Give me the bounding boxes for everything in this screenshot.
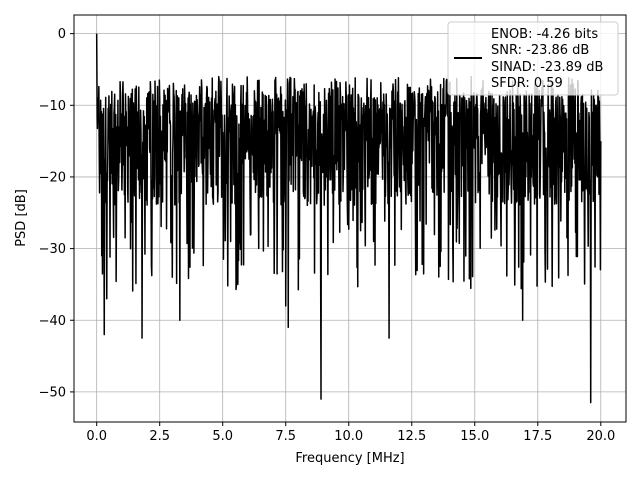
legend-box bbox=[447, 21, 619, 96]
series-layer bbox=[95, 33, 602, 404]
x-axis-ticks: 0.0 2.5 5.0 7.5 10.0 12.5 15.0 17.5 20.0 bbox=[86, 422, 615, 444]
y-tick-label: −40 bbox=[39, 314, 66, 329]
y-tick-label: −50 bbox=[39, 385, 66, 400]
x-tick-label: 7.5 bbox=[275, 429, 296, 444]
legend-entry-snr: SNR: -23.86 dB bbox=[491, 43, 589, 58]
x-tick-label: 20.0 bbox=[586, 429, 615, 444]
y-axis-label: PSD [dB] bbox=[14, 189, 29, 247]
x-axis-label: Frequency [MHz] bbox=[295, 451, 404, 466]
x-tick-label: 17.5 bbox=[523, 429, 552, 444]
legend-entry-sinad: SINAD: -23.89 dB bbox=[491, 60, 603, 75]
legend-entry-enob: ENOB: -4.26 bits bbox=[491, 27, 598, 42]
y-axis-ticks: 0 −10 −20 −30 −40 −50 bbox=[39, 27, 74, 400]
x-tick-label: 10.0 bbox=[334, 429, 363, 444]
y-tick-label: 0 bbox=[58, 27, 66, 42]
x-tick-label: 0.0 bbox=[86, 429, 107, 444]
x-tick-label: 12.5 bbox=[397, 429, 426, 444]
x-tick-label: 15.0 bbox=[460, 429, 489, 444]
y-tick-label: −20 bbox=[39, 170, 66, 185]
y-tick-label: −10 bbox=[39, 99, 66, 114]
plot-frame bbox=[73, 14, 627, 423]
legend: ENOB: -4.26 bits SNR: -23.86 dB SINAD: -… bbox=[447, 21, 619, 96]
x-tick-label: 2.5 bbox=[149, 429, 170, 444]
y-tick-label: −30 bbox=[39, 242, 66, 257]
x-tick-label: 5.0 bbox=[212, 429, 233, 444]
psd-series-line bbox=[95, 33, 602, 404]
legend-entry-sfdr: SFDR: 0.59 bbox=[491, 76, 563, 91]
